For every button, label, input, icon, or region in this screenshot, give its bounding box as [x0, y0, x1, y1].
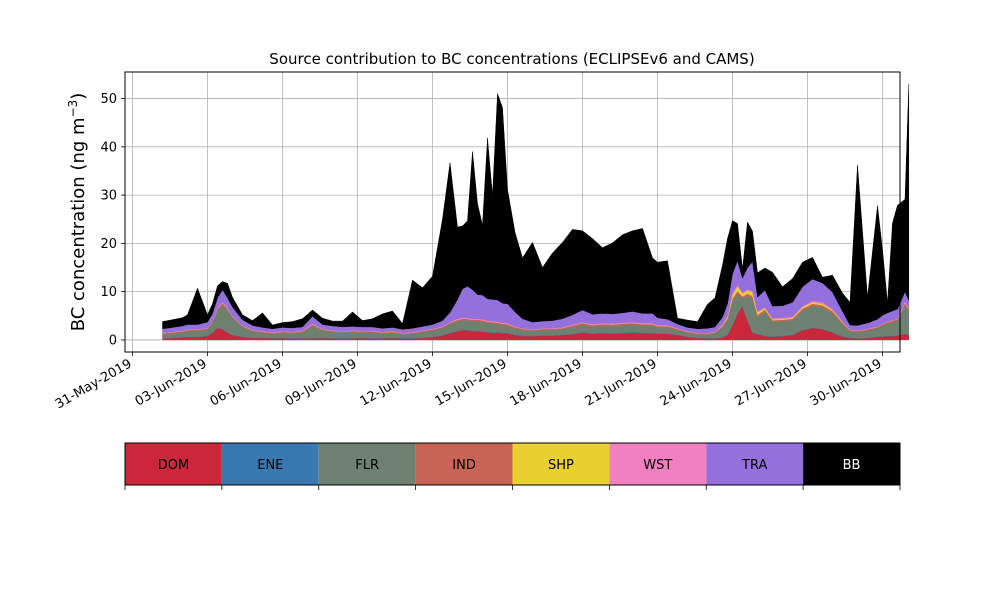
axes-frame: [124, 71, 901, 353]
y-axis-label-sup: −3: [66, 100, 80, 118]
x-tick-label: 15-Jun-2019: [433, 356, 510, 409]
legend-swatch-flr: [318, 443, 416, 485]
y-tick-label: 10: [100, 285, 117, 300]
x-ticks: 31-May-201903-Jun-201906-Jun-201909-Jun-…: [53, 352, 885, 412]
areas: [162, 84, 910, 341]
legend-label: ENE: [257, 458, 283, 473]
legend-swatch-dom: [125, 443, 222, 485]
legend-label: IND: [452, 458, 476, 473]
x-tick-label: 06-Jun-2019: [208, 356, 285, 409]
legend-label: DOM: [158, 458, 189, 473]
legend-label: SHP: [548, 458, 574, 473]
legend-swatch-tra: [706, 443, 804, 485]
x-tick-label: 12-Jun-2019: [358, 356, 435, 409]
legend-colorbar: DOM ENE FLR IND SHP WST TRA BB: [124, 442, 901, 490]
legend-swatch-wst: [609, 443, 707, 485]
x-tick-label: 18-Jun-2019: [508, 356, 585, 409]
y-axis-label: BC concentration (ng m−3): [66, 93, 89, 332]
x-tick-label: 09-Jun-2019: [283, 356, 360, 409]
x-tick-label: 27-Jun-2019: [733, 356, 810, 409]
x-tick-label: 03-Jun-2019: [133, 356, 210, 409]
legend-label: WST: [643, 458, 672, 473]
x-tick-label: 24-Jun-2019: [658, 356, 735, 409]
legend-label: TRA: [741, 458, 767, 473]
y-axis-label-main: BC concentration (ng m: [68, 117, 89, 331]
x-tick-label: 21-Jun-2019: [583, 356, 660, 409]
x-tick-label: 31-May-2019: [53, 356, 135, 412]
legend-swatch-bb: [803, 443, 900, 485]
legend-swatch-shp: [512, 443, 610, 485]
y-tick-label: 40: [100, 140, 117, 155]
legend-swatch-ene: [221, 443, 319, 485]
legend-label: FLR: [355, 458, 379, 473]
y-tick-label: 50: [100, 92, 117, 107]
legend-swatch-ind: [415, 443, 513, 485]
chart-title: Source contribution to BC concentrations…: [269, 50, 754, 68]
y-ticks: 0 10 20 30 40 50: [100, 92, 125, 348]
legend-label: BB: [843, 458, 861, 473]
y-tick-label: 0: [109, 333, 117, 348]
x-tick-label: 30-Jun-2019: [808, 356, 885, 409]
y-axis-label-close: ): [68, 93, 89, 100]
area-bb: [162, 84, 910, 330]
y-tick-label: 30: [100, 189, 117, 204]
y-tick-label: 20: [100, 237, 117, 252]
